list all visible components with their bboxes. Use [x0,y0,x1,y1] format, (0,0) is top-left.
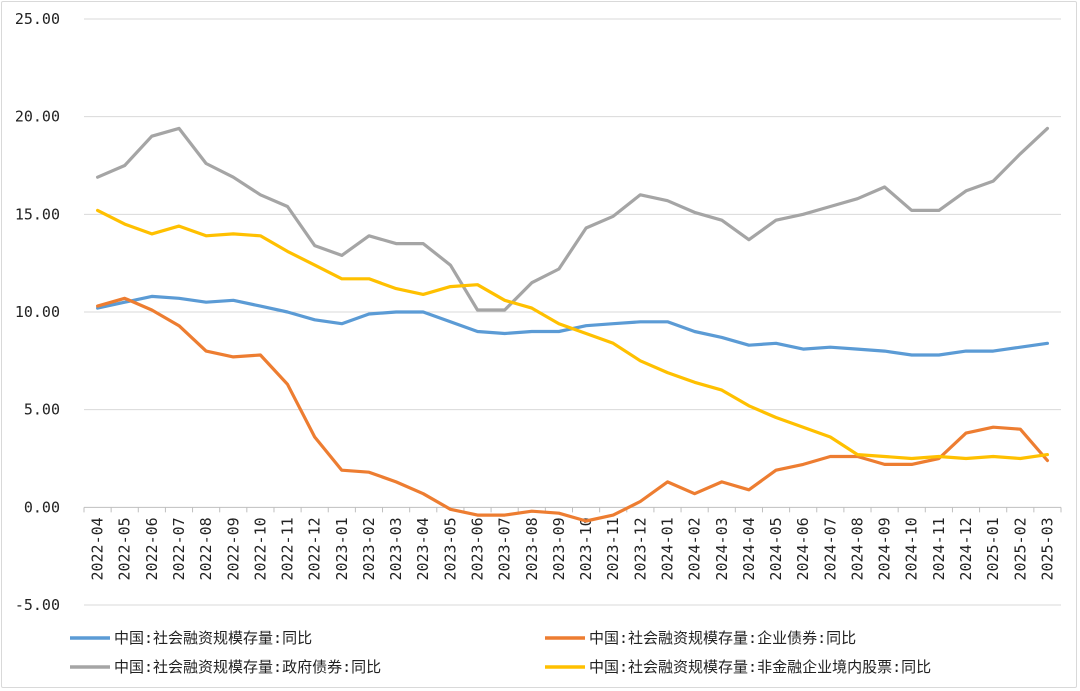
x-tick-label: 2023-07 [496,517,514,580]
x-tick-label: 2024-11 [930,517,948,580]
gridlines [83,18,1062,606]
x-tick-label: 2023-09 [550,517,568,580]
x-tick-label: 2024-04 [740,517,758,580]
y-tick-label: 5.00 [24,401,60,419]
legend-label-3: 中国:社会融资规模存量:非金融企业境内股票:同比 [589,658,931,676]
series-lines [95,126,1050,523]
y-tick-label: 20.00 [15,108,60,126]
legend: 中国:社会融资规模存量:同比 中国:社会融资规模存量:企业债券:同比中国:社会融资… [70,629,931,676]
x-tick-label: 2022-11 [279,517,297,580]
x-tick-label: 2023-02 [360,517,378,580]
x-tick-label: 2023-11 [604,517,622,580]
x-tick-label: 2022-08 [197,517,215,580]
x-tick-label: 2023-04 [414,517,432,580]
x-tick-label: 2025-01 [984,517,1002,580]
x-tick-label: 2024-06 [794,517,812,580]
x-tick-label: 2024-03 [713,517,731,580]
x-tick-label: 2024-01 [658,517,676,580]
x-tick-label: 2022-09 [224,517,242,580]
x-tick-label: 2022-05 [116,517,134,580]
x-tick-label: 2023-10 [577,517,595,580]
x-tick-label: 2024-10 [903,517,921,580]
x-tick-label: 2025-02 [1011,517,1029,580]
y-axis-ticks: 25.00 20.00 15.00 10.00 5.00 0.00 -5.00 [15,10,60,614]
y-tick-label: 15.00 [15,205,60,223]
legend-label-1: 中国:社会融资规模存量:企业债券:同比 [589,629,856,647]
legend-label-2: 中国:社会融资规模存量:政府债券:同比 [114,658,381,676]
series-line-3 [95,208,1050,461]
x-tick-label: 2022-10 [251,517,269,580]
x-axis-ticks: 2022-04 2022-05 2022-06 2022-07 2022-08 2022-… [89,517,1057,580]
x-tick-label: 2024-05 [767,517,785,580]
x-tick-label: 2023-03 [387,517,405,580]
x-tick-label: 2022-04 [89,517,107,580]
x-tick-label: 2022-12 [306,517,324,580]
series-line-1 [95,296,1050,523]
y-tick-label: -5.00 [15,596,60,614]
series-line-2 [95,126,1050,312]
x-tick-label: 2023-08 [523,517,541,580]
legend-label-0: 中国:社会融资规模存量:同比 [114,629,312,647]
series-line-0 [95,294,1050,357]
x-tick-label: 2024-07 [821,517,839,580]
x-tick-label: 2023-12 [631,517,649,580]
x-tick-label: 2022-07 [170,517,188,580]
y-tick-label: 10.00 [15,303,60,321]
y-tick-label: 25.00 [15,10,60,28]
x-tick-label: 2024-02 [686,517,704,580]
x-tick-label: 2023-06 [469,517,487,580]
x-tick-label: 2024-09 [876,517,894,580]
x-tick-label: 2023-01 [333,517,351,580]
y-tick-label: 0.00 [24,498,60,516]
x-tick-label: 2025-03 [1038,517,1056,580]
x-tick-label: 2024-08 [848,517,866,580]
x-tick-label: 2022-06 [143,517,161,580]
x-tick-label: 2024-12 [957,517,975,580]
x-tick-label: 2023-05 [441,517,459,580]
